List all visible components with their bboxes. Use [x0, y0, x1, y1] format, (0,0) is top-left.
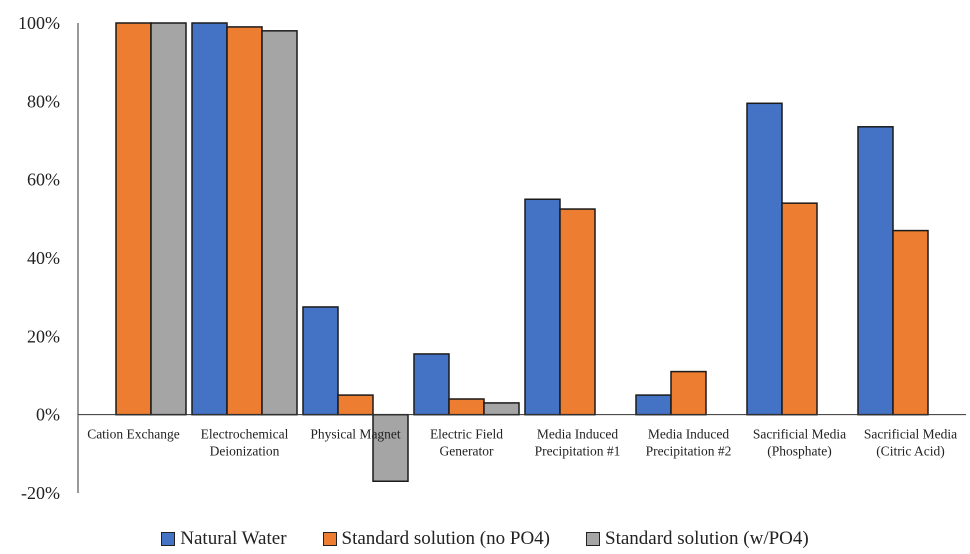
y-axis-ticks: -20% 0% 20% 40% 60% 80% 100% — [18, 13, 60, 503]
bar — [226, 26, 263, 416]
legend-label: Standard solution (no PO4) — [341, 528, 550, 549]
legend: Natural Water Standard solution (no PO4) S… — [0, 528, 970, 550]
bar — [559, 208, 596, 416]
legend-label: Natural Water — [180, 528, 287, 549]
y-tick-label: 0% — [36, 405, 60, 425]
category-label: Physical Magnet — [310, 427, 401, 442]
bar — [857, 126, 894, 416]
bar — [337, 394, 374, 416]
category-label: Precipitation #2 — [646, 444, 732, 459]
bar — [413, 353, 450, 416]
y-tick-label: 100% — [18, 13, 60, 33]
category-label: Electrochemical — [201, 427, 289, 442]
legend-item: Standard solution (w/PO4) — [586, 528, 809, 550]
category-label: Media Induced — [537, 427, 619, 442]
bar — [635, 394, 672, 416]
bar — [302, 306, 339, 416]
y-tick-label: 40% — [27, 248, 60, 268]
bars — [115, 22, 929, 482]
bar — [892, 229, 929, 416]
category-label: Generator — [440, 444, 494, 459]
category-label: Sacrificial Media — [753, 427, 846, 442]
legend-swatch — [161, 532, 176, 546]
category-label: Sacrificial Media — [864, 427, 957, 442]
bar — [746, 102, 783, 416]
bar — [115, 22, 152, 416]
legend-swatch — [586, 532, 600, 546]
bar — [448, 398, 485, 416]
bar — [524, 198, 561, 416]
category-labels: Cation Exchange Electrochemical Deionizati… — [87, 427, 957, 459]
category-label: Deionization — [210, 444, 280, 459]
category-label: (Citric Acid) — [876, 444, 945, 459]
y-tick-label: 80% — [27, 91, 60, 111]
bar — [261, 30, 298, 416]
bar — [372, 413, 409, 482]
bar — [483, 402, 520, 416]
y-tick-label: 20% — [27, 326, 60, 346]
category-label: Electric Field — [430, 427, 503, 442]
y-tick-label: 60% — [27, 170, 60, 190]
bar-chart: -20% 0% 20% 40% 60% 80% 100% Cation Exchange El… — [18, 13, 966, 503]
bar — [191, 22, 228, 416]
category-label: Cation Exchange — [87, 427, 180, 442]
legend-swatch — [322, 532, 337, 546]
bar — [670, 370, 707, 416]
category-label: Media Induced — [648, 427, 730, 442]
y-tick-label: -20% — [21, 483, 60, 503]
category-label: (Phosphate) — [767, 444, 832, 459]
category-label: Precipitation #1 — [535, 444, 621, 459]
legend-item: Natural Water — [161, 528, 287, 550]
bar — [781, 202, 818, 416]
legend-label: Standard solution (w/PO4) — [605, 528, 809, 549]
legend-item: Standard solution (no PO4) — [322, 528, 550, 550]
bar — [150, 22, 187, 416]
